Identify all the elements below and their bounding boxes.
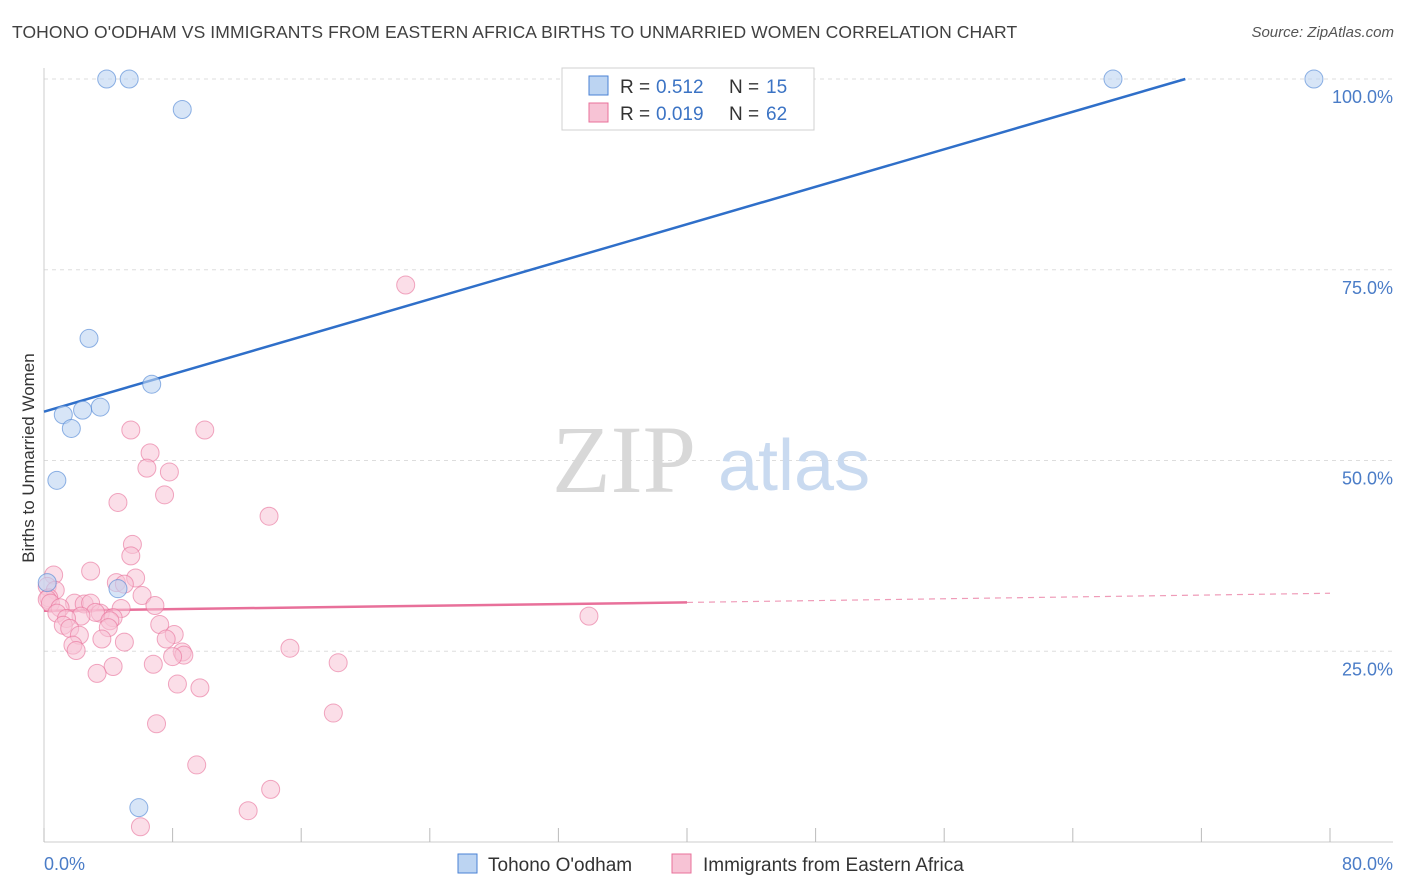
point-eastern-africa-58 (147, 714, 167, 734)
point-tohono-3 (1103, 69, 1123, 89)
point-eastern-africa-25 (145, 595, 165, 615)
point-eastern-africa-50 (163, 647, 183, 667)
point-eastern-africa-46 (66, 640, 86, 660)
point-eastern-africa-35 (579, 606, 599, 626)
legend: R = 0.512 N = 15 R = 0.019 N = 62 (561, 67, 815, 131)
point-eastern-africa-61 (238, 801, 258, 821)
data-points (37, 69, 1324, 837)
point-eastern-africa-62 (130, 817, 150, 837)
legend-r-value-b: 0.019 (656, 104, 704, 125)
point-tohono-8 (73, 400, 93, 420)
point-eastern-africa-8 (259, 506, 279, 526)
y-axis-title: Births to Unmarried Women (19, 353, 38, 562)
legend-r-label-b: R = (620, 104, 650, 125)
legend-r-value-a: 0.512 (656, 77, 704, 98)
point-tohono-5 (79, 328, 99, 348)
point-eastern-africa-59 (187, 755, 207, 775)
bottom-legend-swatch-eastern-africa (671, 853, 692, 874)
legend-n-label-b: N = (729, 104, 759, 125)
point-tohono-7 (90, 397, 110, 417)
point-eastern-africa-10 (121, 546, 141, 566)
point-eastern-africa-5 (159, 462, 179, 482)
point-eastern-africa-7 (108, 492, 128, 512)
watermark: ZIP atlas (552, 406, 870, 513)
point-eastern-africa-60 (261, 779, 281, 799)
point-eastern-africa-42 (156, 629, 176, 649)
point-tohono-4 (1304, 69, 1324, 89)
point-tohono-12 (37, 573, 57, 593)
x-tick-label-min: 0.0% (44, 854, 85, 874)
y-tick-label-100: 100.0% (1332, 87, 1393, 107)
chart-title: TOHONO O'ODHAM VS IMMIGRANTS FROM EASTER… (12, 22, 1018, 42)
point-eastern-africa-1 (121, 420, 141, 440)
bottom-legend-label-eastern-africa: Immigrants from Eastern Africa (703, 855, 964, 876)
point-eastern-africa-53 (103, 657, 123, 677)
point-tohono-1 (119, 69, 139, 89)
gridlines (44, 78, 1393, 652)
y-tick-labels: 25.0% 50.0% 75.0% 100.0% (1332, 87, 1393, 679)
point-eastern-africa-57 (323, 703, 343, 723)
legend-n-value-b: 62 (766, 104, 787, 125)
source-credit: Source: ZipAtlas.com (1251, 24, 1394, 41)
legend-swatch-tohono (588, 75, 609, 96)
trend-line-eastern-africa-extension (686, 592, 1331, 604)
point-eastern-africa-55 (167, 674, 187, 694)
x-tick-label-max: 80.0% (1342, 854, 1393, 874)
point-eastern-africa-56 (190, 678, 210, 698)
point-tohono-6 (142, 374, 162, 394)
point-eastern-africa-6 (155, 485, 175, 505)
legend-n-label-a: N = (729, 77, 759, 98)
point-eastern-africa-4 (137, 458, 157, 478)
y-tick-label-50: 50.0% (1342, 469, 1393, 489)
point-tohono-13 (108, 579, 128, 599)
y-tick-label-25: 25.0% (1342, 659, 1393, 679)
trend-line-tohono (43, 77, 1186, 413)
point-eastern-africa-44 (114, 632, 134, 652)
point-tohono-10 (61, 418, 81, 438)
legend-swatch-eastern-africa (588, 102, 609, 123)
point-eastern-africa-52 (143, 654, 163, 674)
point-eastern-africa-47 (280, 638, 300, 658)
point-tohono-11 (47, 470, 67, 490)
axes (43, 68, 1393, 843)
bottom-legend-swatch-tohono (457, 853, 478, 874)
point-eastern-africa-51 (328, 653, 348, 673)
point-eastern-africa-0 (396, 275, 416, 295)
point-eastern-africa-43 (92, 629, 112, 649)
trend-lines (43, 77, 1331, 613)
legend-n-value-a: 15 (766, 77, 787, 98)
point-eastern-africa-18 (132, 586, 152, 606)
point-eastern-africa-11 (81, 561, 101, 581)
bottom-legend: Tohono O'odham Immigrants from Eastern A… (457, 853, 964, 876)
bottom-legend-label-tohono: Tohono O'odham (488, 855, 632, 876)
point-tohono-2 (172, 100, 192, 120)
point-eastern-africa-54 (87, 663, 107, 683)
watermark-atlas: atlas (718, 426, 870, 506)
point-eastern-africa-2 (195, 420, 215, 440)
point-tohono-0 (97, 69, 117, 89)
legend-r-label-a: R = (620, 77, 650, 98)
point-tohono-14 (129, 798, 149, 818)
watermark-zip: ZIP (552, 406, 696, 513)
y-tick-label-75: 75.0% (1342, 278, 1393, 298)
